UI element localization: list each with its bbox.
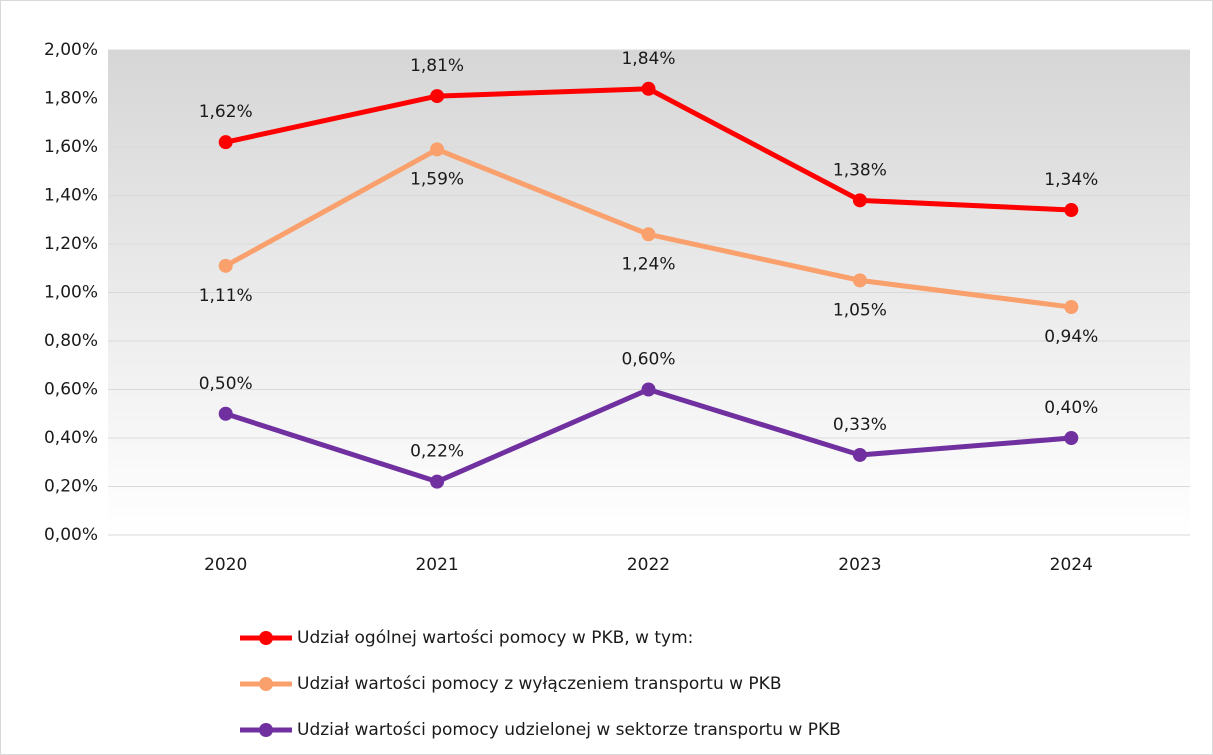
data-point — [641, 227, 656, 242]
legend-marker — [259, 631, 273, 645]
x-tick-label: 2023 — [838, 555, 881, 575]
data-point — [1064, 300, 1079, 315]
legend-marker — [259, 677, 273, 691]
data-label: 1,34% — [1044, 170, 1098, 190]
data-label: 1,05% — [833, 300, 887, 320]
data-point — [430, 142, 445, 157]
y-tick-label: 1,40% — [44, 186, 98, 206]
legend-label: Udział ogólnej wartości pomocy w PKB, w … — [297, 628, 693, 648]
data-point — [1064, 431, 1079, 445]
data-point — [852, 273, 867, 288]
data-label: 0,40% — [1044, 398, 1098, 418]
x-tick-label: 2024 — [1050, 555, 1093, 575]
data-point — [218, 135, 233, 150]
data-label: 0,33% — [833, 415, 887, 435]
data-label: 1,84% — [621, 49, 675, 69]
x-tick-label: 2021 — [415, 555, 458, 575]
y-tick-label: 1,80% — [44, 89, 98, 109]
data-label: 1,81% — [410, 56, 464, 76]
data-label: 1,62% — [199, 102, 253, 122]
y-tick-label: 2,00% — [44, 40, 98, 60]
x-tick-label: 2022 — [627, 555, 670, 575]
legend-label: Udział wartości pomocy udzielonej w sekt… — [297, 720, 841, 740]
y-tick-label: 0,60% — [44, 380, 98, 400]
data-label: 0,60% — [621, 350, 675, 370]
data-point — [218, 258, 233, 273]
data-label: 0,94% — [1044, 327, 1098, 347]
data-point — [641, 81, 656, 96]
y-tick-label: 1,00% — [44, 283, 98, 303]
data-point — [641, 382, 656, 397]
x-tick-label: 2020 — [204, 555, 247, 575]
y-tick-label: 0,80% — [44, 331, 98, 351]
y-tick-label: 0,20% — [44, 477, 98, 497]
data-label: 0,22% — [410, 442, 464, 462]
data-point — [852, 447, 867, 462]
data-point — [430, 89, 445, 104]
data-label: 0,50% — [199, 374, 253, 394]
y-tick-label: 1,60% — [44, 137, 98, 157]
y-tick-label: 1,20% — [44, 234, 98, 254]
legend-marker — [259, 723, 273, 737]
data-label: 1,59% — [410, 169, 464, 189]
data-point — [852, 193, 867, 208]
data-point — [430, 474, 445, 489]
data-label: 1,11% — [199, 286, 253, 306]
data-label: 1,38% — [833, 160, 887, 180]
y-tick-label: 0,00% — [44, 525, 98, 545]
data-point — [218, 406, 233, 421]
data-point — [1064, 203, 1079, 218]
legend-label: Udział wartości pomocy z wyłączeniem tra… — [297, 674, 782, 694]
data-label: 1,24% — [621, 254, 675, 274]
y-tick-label: 0,40% — [44, 428, 98, 448]
